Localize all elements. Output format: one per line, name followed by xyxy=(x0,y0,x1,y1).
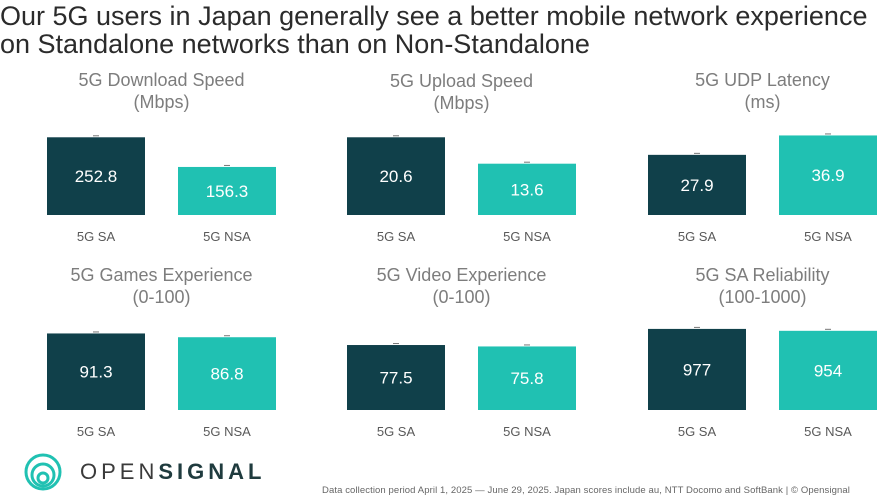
chart-6-title-line-1: 5G SA Reliability xyxy=(695,265,829,285)
chart-4-bar-1 xyxy=(47,333,145,410)
chart-5-title-line-2: (0-100) xyxy=(432,287,490,307)
chart-5-value-label-2: 75.8 xyxy=(510,369,543,388)
chart-grid: 5G Download Speed(Mbps)252.85G SA156.35G… xyxy=(47,70,877,439)
chart-4-title-line-2: (0-100) xyxy=(132,287,190,307)
chart-4-value-label-1: 91.3 xyxy=(79,363,112,382)
chart-2-bar-1 xyxy=(347,137,445,215)
chart-1-bar-1 xyxy=(47,137,145,215)
chart-4-value-label-2: 86.8 xyxy=(210,365,243,384)
chart-2-title-line-2: (Mbps) xyxy=(433,93,489,113)
chart-5-bar-2 xyxy=(478,346,576,410)
headline-line-1: Our 5G users in Japan generally see a be… xyxy=(0,2,868,31)
opensignal-logo: OPENSIGNAL xyxy=(22,452,272,492)
chart-4-category-label-2: 5G NSA xyxy=(203,424,251,439)
chart-1-category-label-2: 5G NSA xyxy=(203,229,251,244)
chart-6-value-label-1: 977 xyxy=(683,360,711,379)
chart-4-title-line-1: 5G Games Experience xyxy=(70,265,252,285)
chart-3-category-label-1: 5G SA xyxy=(678,229,717,244)
chart-3-bar-2 xyxy=(779,135,877,215)
chart-2-value-label-2: 13.6 xyxy=(510,180,543,199)
logo-word-signal: SIGNAL xyxy=(158,459,266,484)
chart-3-value-label-2: 36.9 xyxy=(811,166,844,185)
chart-4-category-label-1: 5G SA xyxy=(77,424,116,439)
headline-line-2: on Standalone networks than on Non-Stand… xyxy=(0,29,590,58)
chart-6-category-label-1: 5G SA xyxy=(678,424,717,439)
chart-5-category-label-2: 5G NSA xyxy=(503,424,551,439)
chart-3-bar-1 xyxy=(648,154,746,215)
chart-3-category-label-2: 5G NSA xyxy=(804,229,852,244)
chart-1-value-label-2: 156.3 xyxy=(206,182,249,201)
chart-1-category-label-1: 5G SA xyxy=(77,229,116,244)
headline: Our 5G users in Japan generally see a be… xyxy=(0,2,889,58)
chart-2-category-label-1: 5G SA xyxy=(377,229,416,244)
footer-note: Data collection period April 1, 2025 — J… xyxy=(322,485,850,496)
chart-5-value-label-1: 77.5 xyxy=(379,369,412,388)
chart-2-title-line-1: 5G Upload Speed xyxy=(390,71,533,91)
chart-2-value-label-1: 20.6 xyxy=(379,167,412,186)
chart-6-title-line-2: (100-1000) xyxy=(718,287,806,307)
chart-6-category-label-2: 5G NSA xyxy=(804,424,852,439)
chart-1-title-line-1: 5G Download Speed xyxy=(78,70,244,90)
chart-6-bar-2 xyxy=(779,330,877,410)
chart-5-category-label-1: 5G SA xyxy=(377,424,416,439)
chart-5-title-line-1: 5G Video Experience xyxy=(377,265,547,285)
chart-6-bar-1 xyxy=(648,328,746,410)
logo-wordmark: OPENSIGNAL xyxy=(80,459,265,485)
opensignal-rings-icon xyxy=(24,453,62,491)
logo-word-open: OPEN xyxy=(80,459,159,484)
chart-2-category-label-2: 5G NSA xyxy=(503,229,551,244)
chart-3-title-line-2: (ms) xyxy=(745,92,781,112)
chart-1-bar-2 xyxy=(178,166,276,215)
chart-3-title-line-1: 5G UDP Latency xyxy=(695,70,830,90)
chart-2-bar-2 xyxy=(478,163,576,215)
chart-1-value-label-1: 252.8 xyxy=(75,167,118,186)
chart-6-value-label-2: 954 xyxy=(814,361,842,380)
chart-4-bar-2 xyxy=(178,337,276,410)
chart-5-bar-1 xyxy=(347,345,445,410)
chart-3-value-label-1: 27.9 xyxy=(680,176,713,195)
chart-1-title-line-2: (Mbps) xyxy=(133,92,189,112)
